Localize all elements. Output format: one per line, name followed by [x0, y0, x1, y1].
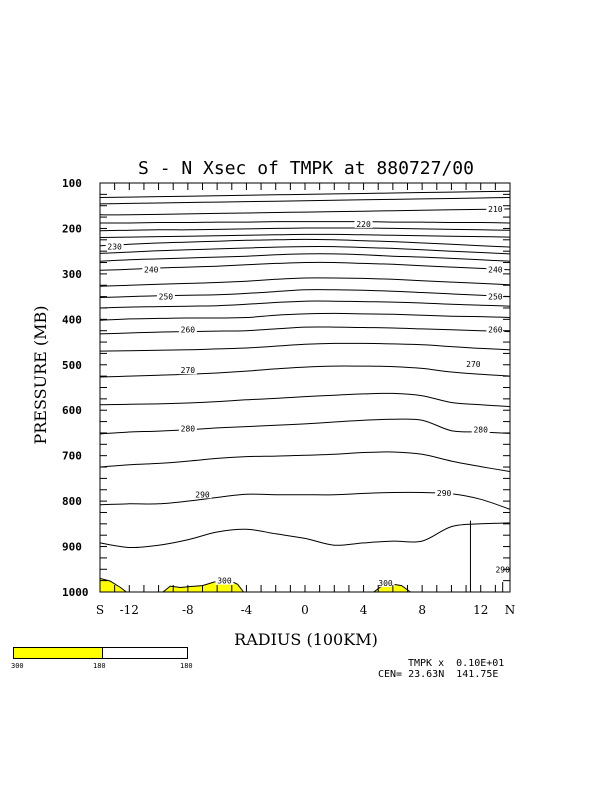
contour-lines: [99, 190, 511, 549]
axis-ticks: [99, 182, 511, 593]
shaded-regions: [99, 577, 412, 593]
contour-line-230-1: [99, 253, 511, 262]
contour-label-9: 270: [181, 366, 196, 375]
contour-line-280-3: [99, 418, 511, 435]
chart-title: S - N Xsec of TMPK at 880727/00: [138, 158, 474, 179]
contour-labels: 210 220 230 240 240 250 250 260 260 270 270 280 280 2…: [105, 203, 512, 588]
y-tick-label: 400: [62, 313, 82, 326]
y-tick-label: 600: [62, 404, 82, 417]
y-tick-labels: 100 200 300 400 500 600 700 800 900 1000: [62, 177, 89, 599]
y-axis-label: PRESSURE (MB): [31, 305, 50, 444]
x-tick-label: 4: [360, 603, 368, 617]
colorbar-label-3: 180: [180, 662, 193, 670]
contour-line-270-1: [99, 392, 511, 408]
colorbar-label-1: 300: [11, 662, 24, 670]
x-tick-label: S: [96, 603, 104, 617]
contour-label-15: 300: [217, 577, 232, 586]
colorbar: [13, 647, 188, 659]
contour-label-14: 290: [437, 489, 452, 498]
x-tick-label: 12: [473, 603, 488, 617]
contour-label-bg-0: [486, 203, 505, 213]
footer-center-info: CEN= 23.63N 141.75E: [378, 669, 499, 680]
contour-label-1: 220: [356, 220, 371, 229]
contour-label-bg-5: [156, 291, 175, 301]
x-tick-label: 0: [301, 603, 309, 617]
x-tick-label: 8: [418, 603, 426, 617]
contour-line-230-2: [99, 246, 511, 255]
colorbar-segment-yellow: [14, 648, 103, 658]
contour-label-12: 280: [473, 425, 488, 434]
contour-label-bg-17: [493, 564, 512, 574]
contour-label-bg-13: [193, 489, 212, 499]
y-tick-label: 1000: [62, 586, 89, 599]
y-tick-label: 900: [62, 541, 82, 554]
contour-label-bg-16: [376, 577, 395, 587]
colorbar-label-2: 180: [93, 662, 106, 670]
contour-label-bg-8: [486, 324, 505, 334]
contour-line-210-2: [99, 208, 511, 216]
contour-line-270-2: [99, 365, 511, 378]
contour-label-4: 240: [488, 265, 503, 274]
contour-line-280-2: [99, 451, 511, 473]
contour-line-260-3: [99, 312, 511, 321]
contour-label-bg-14: [435, 487, 454, 497]
x-tick-label: N: [505, 603, 516, 617]
contour-label-5: 250: [159, 293, 174, 302]
contour-label-bg-4: [486, 264, 505, 274]
y-tick-label: 700: [62, 450, 82, 463]
contour-label-bg-7: [178, 324, 197, 334]
contour-label-bg-15: [215, 575, 234, 585]
colorbar-segment-white: [103, 648, 187, 658]
contour-label-bg-9: [178, 365, 197, 375]
contour-line-250-1: [99, 300, 511, 309]
contour-label-bg-12: [471, 424, 490, 434]
y-tick-label: 500: [62, 359, 82, 372]
contour-label-16: 300: [378, 579, 393, 588]
contour-line-220-2: [99, 227, 511, 232]
contour-line-210-1: [99, 221, 511, 224]
y-tick-label: 100: [62, 177, 82, 190]
x-axis-label: RADIUS (100KM): [234, 630, 378, 649]
contour-line-260-1: [99, 342, 511, 352]
contour-line-240-2: [99, 261, 511, 271]
x-tick-labels: S -12 -8 -4 0 4 8 12 N: [96, 603, 515, 617]
contour-label-13: 290: [195, 490, 210, 499]
contour-label-bg-1: [354, 218, 373, 228]
contour-label-bg-10: [464, 358, 483, 368]
contour-label-3: 240: [144, 265, 159, 274]
contour-label-bg-11: [178, 423, 197, 433]
contour-label-bg-2: [105, 241, 124, 251]
contour-label-2: 230: [107, 243, 122, 252]
contour-line-290: [99, 522, 511, 549]
contour-label-bg-3: [142, 264, 161, 274]
y-tick-label: 200: [62, 222, 82, 235]
vertical-contour-segments: [469, 520, 504, 592]
contour-line-260-2: [99, 326, 511, 335]
contour-line-210-3: [99, 197, 511, 205]
contour-label-8: 260: [488, 325, 503, 334]
x-tick-label: -8: [182, 603, 194, 617]
contour-label-10: 270: [466, 360, 481, 369]
contour-line-210-4: [99, 190, 511, 198]
y-tick-label: 800: [62, 495, 82, 508]
contour-label-17: 290: [495, 565, 510, 574]
contour-line-230-3: [99, 238, 511, 248]
contour-line-220-1: [99, 233, 511, 238]
contour-label-6: 250: [488, 293, 503, 302]
contour-line-240-1: [99, 277, 511, 287]
contour-label-bg-6: [486, 291, 505, 301]
x-tick-label: -12: [120, 603, 139, 617]
x-tick-label: -4: [241, 603, 253, 617]
contour-label-11: 280: [181, 424, 196, 433]
contour-label-0: 210: [488, 205, 503, 214]
footer-variable-info: TMPK x 0.10E+01: [408, 658, 505, 669]
contour-label-7: 260: [181, 325, 196, 334]
y-tick-label: 300: [62, 268, 82, 281]
